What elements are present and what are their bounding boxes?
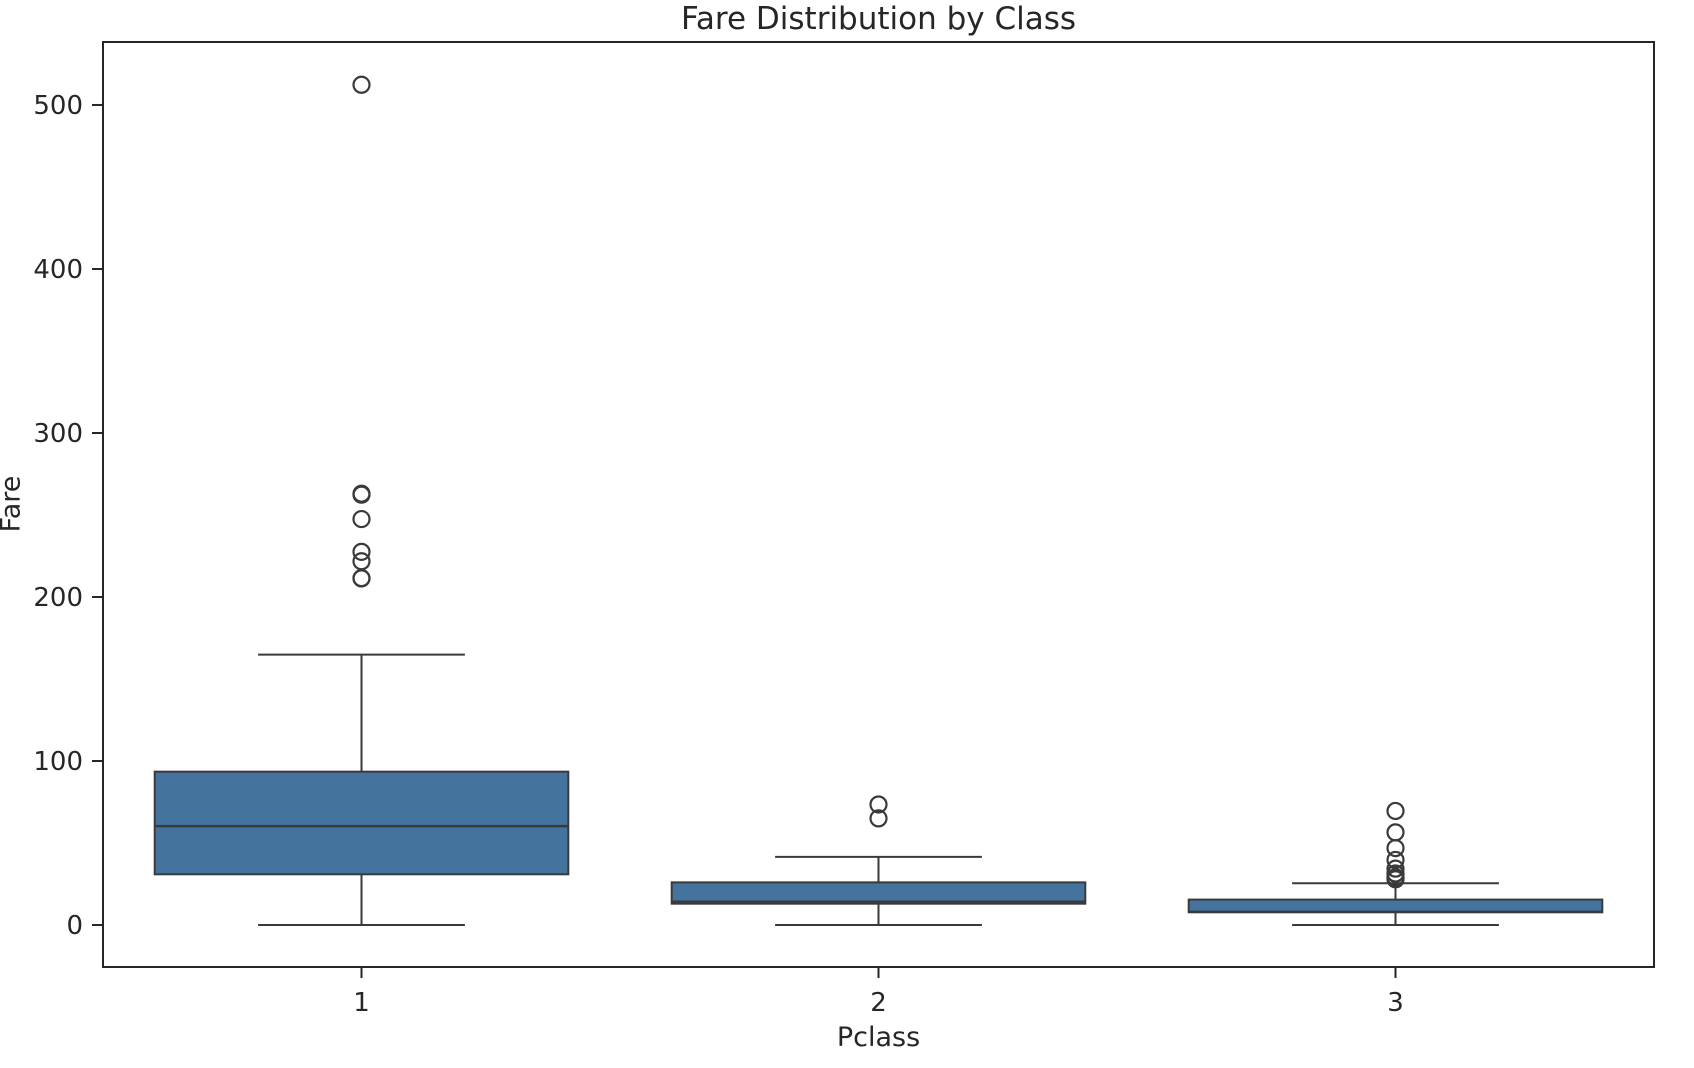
box-pclass-1[interactable] — [153, 770, 570, 876]
outlier-point[interactable] — [1386, 801, 1405, 821]
outlier-point[interactable] — [1386, 859, 1405, 878]
box-pclass-2[interactable] — [670, 881, 1087, 905]
y-tick-label: 200 — [33, 583, 83, 613]
y-tick-label: 0 — [66, 911, 83, 941]
x-axis-label: Pclass — [836, 1022, 921, 1053]
outlier-point[interactable] — [869, 809, 888, 828]
outlier-point[interactable] — [1386, 838, 1405, 858]
outlier-point[interactable] — [352, 509, 371, 529]
y-tick-label: 300 — [33, 419, 83, 449]
outlier-point[interactable] — [352, 75, 371, 94]
y-tick-label: 500 — [33, 91, 83, 121]
box-pclass-3[interactable] — [1187, 898, 1604, 914]
x-tick-label: 3 — [1387, 988, 1404, 1018]
outlier-point[interactable] — [352, 542, 371, 561]
outlier-point[interactable] — [352, 552, 371, 571]
outlier-point[interactable] — [352, 569, 371, 588]
x-tick-label: 1 — [353, 988, 370, 1018]
outlier-point[interactable] — [1386, 864, 1405, 883]
outlier-point[interactable] — [1386, 823, 1405, 842]
outlier-point[interactable] — [1386, 850, 1405, 870]
outlier-point[interactable] — [869, 795, 888, 814]
outlier-point[interactable] — [352, 484, 371, 503]
chart-title: Fare Distribution by Class — [680, 1, 1077, 37]
x-tick-label: 2 — [870, 988, 887, 1018]
y-tick-label: 400 — [33, 255, 83, 285]
y-tick-label: 100 — [33, 747, 83, 777]
